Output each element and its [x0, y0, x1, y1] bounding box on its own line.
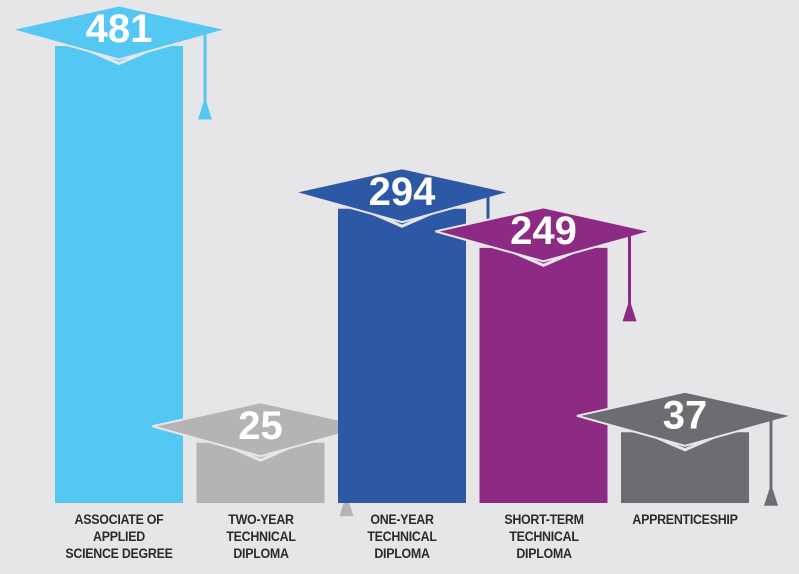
tassel [764, 483, 778, 506]
tassel [198, 97, 212, 120]
value-label: 249 [510, 209, 577, 253]
category-label: APPRENTICESHIP [632, 512, 738, 527]
value-label: 481 [86, 7, 153, 51]
cap-top [10, 4, 228, 61]
cap-top [576, 390, 794, 447]
category-label: SHORT-TERM TECHNICAL DIPLOMA [503, 512, 584, 561]
bar [55, 44, 183, 503]
bar [479, 246, 608, 503]
value-label: 37 [663, 393, 708, 437]
cap-top [293, 167, 511, 224]
tassel [622, 299, 637, 322]
value-label: 25 [238, 404, 283, 448]
bar [338, 207, 466, 503]
tassel [339, 494, 354, 517]
value-label: 294 [369, 170, 436, 214]
category-label: ONE-YEAR TECHNICAL DIPLOMA [367, 512, 437, 561]
category-label: TWO-YEAR TECHNICAL DIPLOMA [225, 512, 296, 561]
cap-top [435, 206, 652, 263]
category-label: ASSOCIATE OF APPLIED SCIENCE DEGREE [65, 512, 173, 561]
